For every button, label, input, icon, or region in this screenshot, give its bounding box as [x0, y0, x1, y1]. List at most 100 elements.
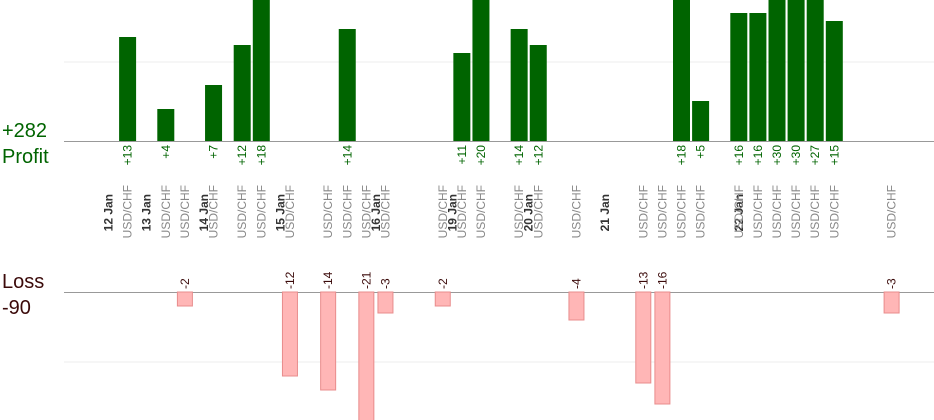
date-label: 22 Jan — [732, 194, 746, 231]
profit-value-label: +16 — [751, 145, 765, 166]
profit-bar — [768, 0, 786, 141]
profit-value-label: +12 — [235, 145, 249, 166]
loss-bar — [358, 291, 375, 420]
symbol-label: USD/CHF — [207, 185, 221, 238]
profit-label: Profit — [2, 146, 49, 168]
date-label: 20 Jan — [522, 194, 536, 231]
profit-value-label: +15 — [827, 145, 841, 166]
profit-total: +282 — [2, 120, 47, 142]
profit-value-label: +16 — [732, 145, 746, 166]
loss-value-label: -16 — [655, 271, 669, 289]
loss-bar — [320, 291, 337, 391]
symbol-label: USD/CHF — [751, 185, 765, 238]
profit-value-label: +18 — [675, 145, 689, 166]
profit-bar — [252, 0, 270, 141]
loss-bar — [176, 291, 193, 307]
loss-bar — [377, 291, 394, 314]
profit-bar — [205, 85, 223, 141]
date-label: 19 Jan — [445, 194, 459, 231]
date-label: 15 Jan — [273, 194, 287, 231]
profit-bar — [510, 29, 528, 141]
date-label: 12 Jan — [102, 194, 116, 231]
symbol-label: USD/CHF — [885, 185, 899, 238]
symbol-label: USD/CHF — [159, 185, 173, 238]
profit-value-label: +20 — [474, 145, 488, 166]
profit-bar — [673, 0, 690, 141]
loss-bar — [568, 291, 585, 321]
loss-value-label: -12 — [283, 271, 297, 289]
loss-value-label: -3 — [885, 278, 899, 289]
symbol-label: USD/CHF — [378, 185, 392, 238]
profit-value-label: +30 — [789, 145, 803, 166]
profit-bar — [825, 21, 843, 141]
axis-layer — [64, 141, 934, 293]
loss-label: Loss — [2, 271, 44, 293]
profit-value-label: +27 — [808, 145, 822, 166]
loss-value-label: -14 — [321, 271, 335, 289]
profit-bar — [529, 45, 547, 141]
symbol-label: USD/CHF — [675, 185, 689, 238]
symbol-label: USD/CHF — [436, 185, 450, 238]
profit-bar — [806, 0, 824, 141]
profit-value-label: +14 — [512, 145, 526, 166]
profit-bar — [787, 0, 805, 141]
symbol-label: USD/CHF — [283, 185, 297, 238]
label-layer: 12 Jan 13 Jan 14 Jan 15 Jan 16 Jan 19 Jan 20 J… — [102, 145, 899, 289]
symbol-label: USD/CHF — [321, 185, 335, 238]
symbol-label: USD/CHF — [655, 185, 669, 238]
profit-value-label: +12 — [531, 145, 545, 166]
profit-bar — [730, 13, 748, 141]
profit-value-label: +13 — [121, 145, 135, 166]
profit-bar — [119, 37, 137, 141]
symbol-label: USD/CHF — [827, 185, 841, 238]
profit-bar — [157, 109, 175, 141]
date-label: 13 Jan — [140, 194, 154, 231]
symbol-label: USD/CHF — [694, 185, 708, 238]
loss-value-label: -2 — [178, 278, 192, 289]
symbol-label: USD/CHF — [732, 185, 746, 238]
symbol-label: USD/CHF — [235, 185, 249, 238]
loss-bar — [654, 291, 671, 405]
symbol-label: USD/CHF — [455, 185, 469, 238]
loss-bar — [281, 291, 298, 377]
loss-value-label: -3 — [378, 278, 392, 289]
profit-value-label: +4 — [159, 145, 173, 159]
profit-value-label: +14 — [340, 145, 354, 166]
profit-value-label: +7 — [207, 145, 221, 159]
profit-value-label: +5 — [694, 145, 708, 159]
symbol-label: USD/CHF — [512, 185, 526, 238]
symbol-label: USD/CHF — [178, 185, 192, 238]
date-label: 16 Jan — [369, 194, 383, 231]
symbol-label: USD/CHF — [340, 185, 354, 238]
profit-bar — [453, 53, 471, 141]
profit-bar — [749, 13, 767, 141]
symbol-label: USD/CHF — [808, 185, 822, 238]
loss-value-label: -21 — [359, 271, 373, 289]
loss-value-label: -2 — [436, 278, 450, 289]
symbol-label: USD/CHF — [789, 185, 803, 238]
loss-bar — [635, 291, 652, 384]
symbol-label: USD/CHF — [254, 185, 268, 238]
symbol-label: USD/CHF — [474, 185, 488, 238]
profit-value-label: +18 — [254, 145, 268, 166]
loss-value-label: -4 — [569, 278, 583, 289]
profit-bar — [692, 101, 710, 141]
symbol-label: USD/CHF — [531, 185, 545, 238]
loss-total: -90 — [2, 297, 31, 319]
loss-bar — [434, 291, 451, 307]
profit-value-label: +11 — [455, 145, 469, 165]
profit-bar — [338, 29, 356, 141]
symbol-label: USD/CHF — [121, 185, 135, 238]
date-label: 21 Jan — [598, 194, 612, 231]
symbol-label: USD/CHF — [770, 185, 784, 238]
profit-value-label: +30 — [770, 145, 784, 166]
symbol-label: USD/CHF — [569, 185, 583, 238]
profit-bar — [233, 45, 251, 141]
symbol-label: USD/CHF — [636, 185, 650, 238]
date-label: 14 Jan — [197, 194, 211, 231]
loss-bar — [883, 291, 900, 314]
symbol-label: USD/CHF — [359, 185, 373, 238]
profit-bar — [472, 0, 490, 141]
bar-layer — [119, 0, 900, 420]
